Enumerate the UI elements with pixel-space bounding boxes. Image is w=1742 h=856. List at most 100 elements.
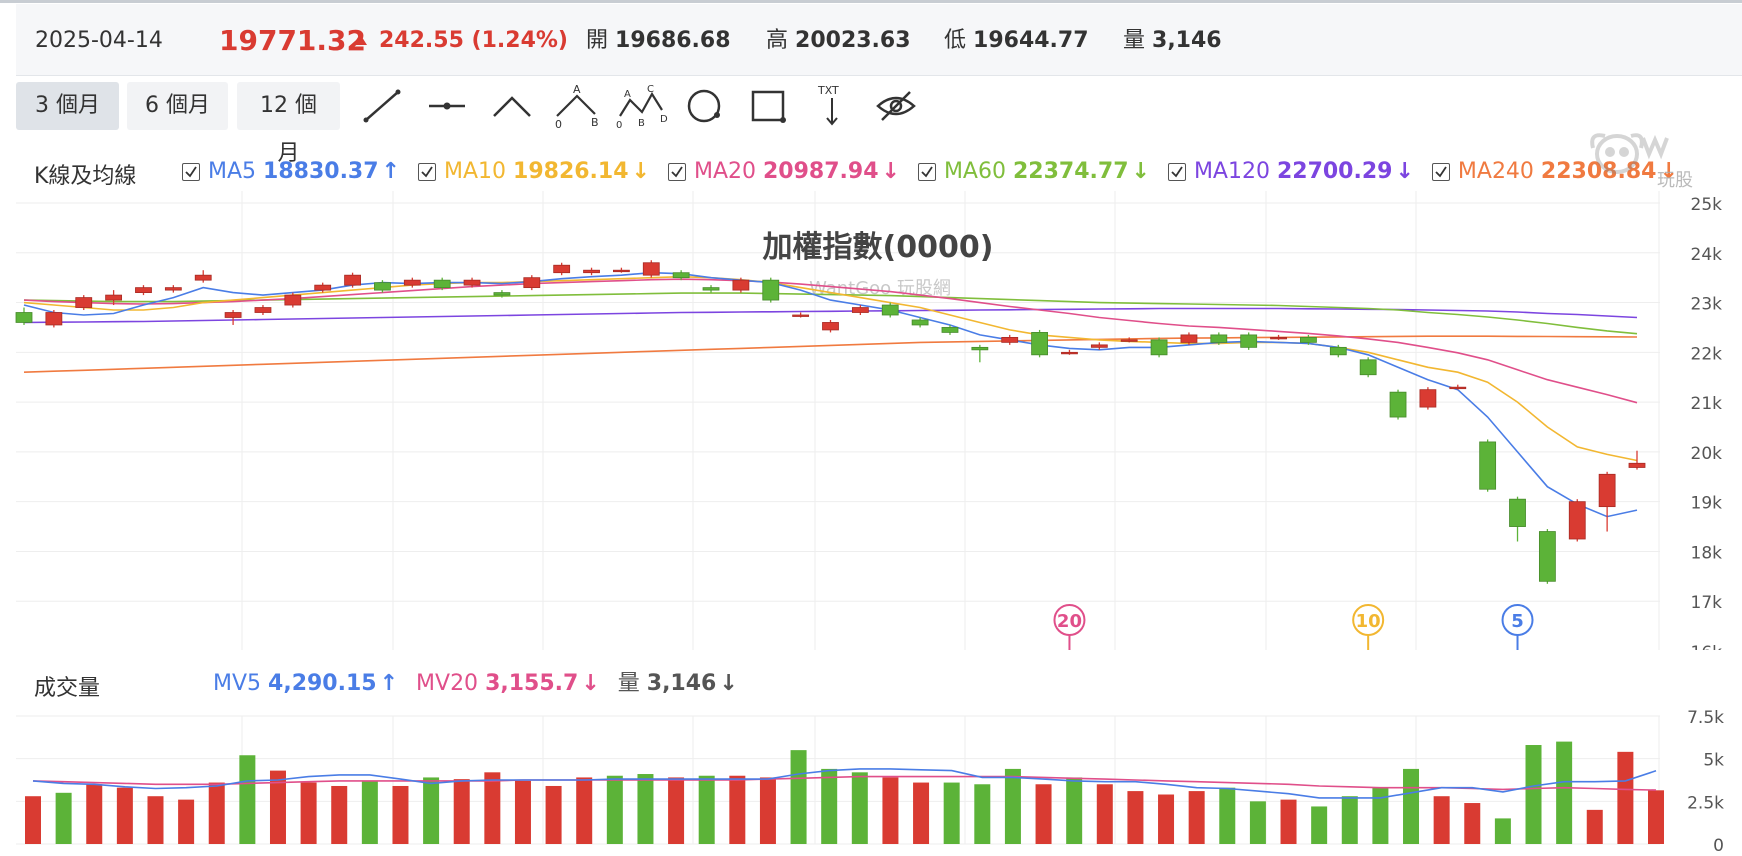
quote-date: 2025-04-14 — [35, 28, 163, 53]
candle — [941, 324, 959, 335]
chart-watermark: WantGoo 玩股網 — [809, 278, 951, 299]
top-border — [0, 0, 1742, 3]
volume-bar — [576, 777, 593, 844]
ma-legend-name: MA120 — [1193, 159, 1277, 184]
candle — [1180, 332, 1198, 345]
arrow-down-icon: ↓ — [581, 671, 600, 696]
volume-bar — [514, 780, 531, 844]
volume-bar — [1494, 818, 1511, 844]
candle — [1300, 334, 1317, 345]
candle — [613, 267, 630, 273]
volume-mv5-line — [32, 768, 1657, 799]
ma-marker-label: 20 — [1057, 611, 1082, 632]
volume-bar — [1127, 791, 1144, 844]
candle — [911, 317, 929, 328]
y-tick-label: 24k — [1691, 245, 1723, 265]
checkmark-icon — [671, 166, 683, 178]
candle — [1090, 342, 1108, 350]
candle — [1329, 344, 1347, 358]
rectangle-tool-icon[interactable] — [746, 84, 790, 128]
ma-20-marker: 20 — [1053, 604, 1086, 650]
candle — [1210, 332, 1228, 345]
checkmark-icon — [921, 166, 933, 178]
y-tick-label: 20k — [1691, 444, 1723, 464]
candle — [523, 275, 541, 291]
arrow-down-icon: ↓ — [1395, 159, 1414, 184]
ma-marker-label: 5 — [1511, 611, 1524, 632]
abc-pattern-tool-icon[interactable]: A 0 B — [553, 84, 603, 128]
ma-checkbox-ma120[interactable] — [1167, 163, 1186, 181]
ma-legend-value: 22308.84 — [1540, 159, 1657, 184]
volume-bar — [790, 750, 807, 844]
range-6m-button[interactable]: 6 個月 — [127, 82, 228, 130]
volume-bar — [974, 784, 991, 844]
line-tool-icon[interactable] — [360, 84, 404, 128]
candle — [1598, 471, 1616, 532]
volume-y-tick-label: 5k — [1703, 751, 1724, 771]
text-tool-icon[interactable]: TXT — [810, 84, 854, 128]
volume-bar — [1249, 801, 1266, 844]
checkmark-icon — [185, 166, 197, 178]
ma-legend-name: MA240 — [1457, 159, 1541, 184]
candle — [1120, 337, 1138, 343]
volume-bar — [423, 777, 440, 844]
y-tick-label: 23k — [1691, 295, 1723, 315]
volume-bar — [913, 782, 930, 844]
candle — [1270, 334, 1287, 340]
volume-bar — [361, 780, 378, 844]
y-tick-label: 16k — [1691, 643, 1723, 650]
checkmark-icon — [1435, 166, 1447, 178]
volume-y-tick-label: 2.5k — [1687, 793, 1724, 813]
candle — [344, 272, 361, 288]
candle — [1001, 334, 1019, 345]
hide-drawings-icon[interactable] — [872, 84, 920, 128]
volume-bar — [147, 796, 164, 844]
logo-text: 玩股網 — [1657, 170, 1693, 191]
abcd-pattern-tool-icon[interactable]: A C 0 B D — [616, 84, 668, 128]
ma-legend-value: 22374.77 — [1012, 159, 1129, 184]
candle — [135, 285, 152, 296]
arrow-down-icon: ↓ — [881, 159, 900, 184]
volume-bar — [729, 775, 746, 844]
volume-bar — [668, 777, 685, 844]
volume-bar — [453, 779, 470, 844]
horizontal-line-tool-icon[interactable] — [425, 84, 469, 128]
range-3m-button[interactable]: 3 個月 — [16, 82, 119, 130]
candle — [672, 270, 690, 281]
y-tick-label: 19k — [1691, 494, 1723, 514]
ma-checkbox-ma10[interactable] — [417, 163, 436, 181]
circle-tool-icon[interactable] — [682, 84, 726, 128]
volume-bar — [208, 782, 225, 844]
candle — [433, 277, 451, 291]
volume-label: 量 — [1123, 28, 1146, 53]
volume-bar — [759, 777, 776, 844]
quote-header: 2025-04-14 19771.32 242.55 (1.24%) 開 196… — [16, 4, 1742, 76]
candle — [822, 319, 839, 333]
ma-checkbox-ma20[interactable] — [667, 163, 686, 181]
range-12m-button[interactable]: 12 個月 — [237, 82, 340, 166]
mv-legend-name: MV20 — [416, 671, 486, 696]
volume-bar — [300, 782, 317, 844]
quote-change: 242.55 (1.24%) — [379, 28, 568, 53]
checkmark-icon — [421, 166, 433, 178]
volume-chart: 0 2.5k 5k 7.5k — [16, 708, 1724, 856]
ma-checkbox-ma60[interactable] — [917, 163, 936, 181]
volume-bar — [239, 755, 256, 844]
volume-bar — [1586, 809, 1603, 844]
ma-checkbox-ma240[interactable] — [1431, 163, 1450, 181]
volume-bar — [484, 772, 501, 844]
abcd-label-c: C — [647, 84, 654, 95]
ma-legend-ma120: MA120 22700.29 ↓ — [1194, 157, 1414, 187]
angle-tool-icon[interactable] — [490, 84, 534, 128]
ma-legend-value: 22700.29 — [1276, 159, 1393, 184]
candle — [583, 267, 600, 276]
candle — [75, 295, 93, 311]
ma-checkbox-ma5[interactable] — [182, 163, 200, 181]
volume-bar — [1556, 741, 1573, 844]
arrow-up-icon: ↑ — [381, 159, 400, 184]
candle — [1031, 329, 1048, 358]
low-value: 19644.77 — [973, 28, 1089, 53]
volume-y-tick-label: 7.5k — [1687, 708, 1724, 728]
up-triangle-icon — [353, 34, 367, 45]
arrow-down-icon: ↓ — [631, 159, 650, 184]
